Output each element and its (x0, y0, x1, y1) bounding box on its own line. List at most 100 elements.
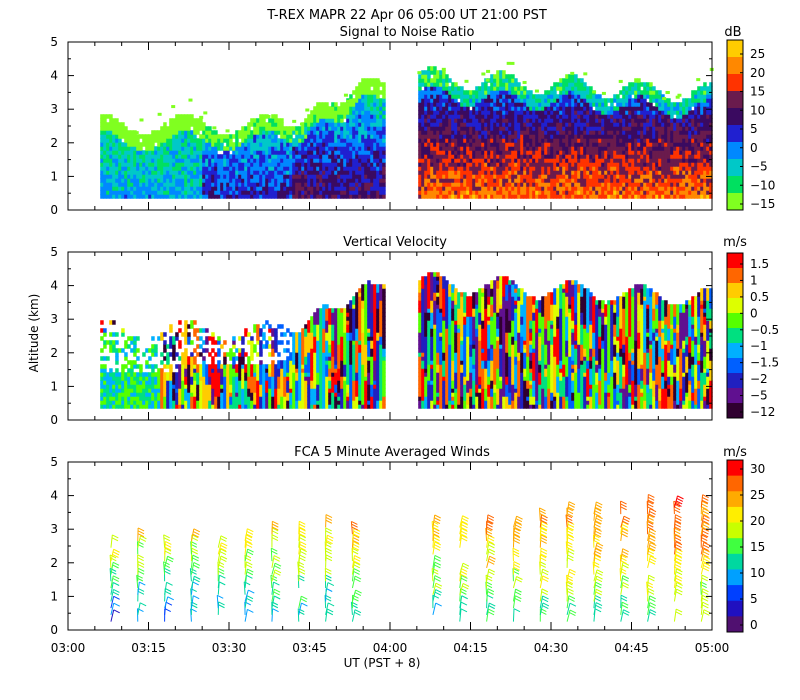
heatmap-cell (169, 122, 173, 127)
heatmap-cell (514, 178, 518, 183)
heatmap-cell (355, 134, 359, 139)
colorbar-swatch (727, 176, 743, 194)
heatmap-cell (679, 102, 683, 107)
heatmap-cell (454, 150, 458, 155)
heatmap-cell (340, 118, 344, 123)
heatmap-cell (643, 150, 647, 155)
heatmap-cell (193, 122, 197, 127)
heatmap-cell (331, 190, 335, 195)
heatmap-cell (517, 142, 521, 147)
heatmap-cell (511, 138, 515, 143)
heatmap-cell (271, 130, 275, 135)
heatmap-cell (649, 190, 653, 195)
heatmap-cell (481, 150, 485, 155)
heatmap-cell (502, 114, 506, 119)
heatmap-cell (238, 142, 242, 147)
heatmap-cell (364, 126, 368, 131)
heatmap-cell (334, 178, 338, 183)
heatmap-cell (541, 190, 545, 195)
heatmap-cell (643, 94, 647, 99)
heatmap-cell (679, 154, 683, 159)
heatmap-cell (499, 166, 503, 171)
heatmap-cell (574, 106, 578, 111)
heatmap-cell (553, 130, 557, 135)
heatmap-cell (334, 122, 338, 127)
heatmap-cell (550, 190, 554, 195)
heatmap-cell (526, 130, 530, 135)
heatmap-cell (109, 142, 113, 147)
heatmap-cell (550, 186, 554, 191)
heatmap-cell (121, 142, 125, 147)
heatmap-cell (550, 194, 554, 199)
heatmap-cell (235, 134, 239, 139)
heatmap-cell (136, 138, 140, 143)
heatmap-cell (460, 118, 464, 123)
heatmap-cell (538, 134, 542, 139)
heatmap-speckle (618, 79, 623, 83)
heatmap-cell (577, 102, 581, 107)
heatmap-cell (706, 110, 710, 115)
heatmap-cell (271, 186, 275, 191)
heatmap-cell (625, 186, 629, 191)
heatmap-cell (139, 134, 143, 139)
heatmap-cell (706, 134, 710, 139)
heatmap-cell (127, 178, 131, 183)
heatmap-cell (202, 170, 206, 175)
heatmap-cell (184, 170, 188, 175)
heatmap-cell (697, 146, 701, 151)
heatmap-cell (193, 178, 197, 183)
heatmap-cell (625, 166, 629, 171)
heatmap-cell (307, 162, 311, 167)
heatmap-cell (178, 146, 182, 151)
heatmap-cell (223, 138, 227, 143)
heatmap-cell (547, 194, 551, 199)
heatmap-cell (601, 98, 605, 103)
y-tick-label: 1 (50, 169, 58, 183)
heatmap-cell (430, 158, 434, 163)
heatmap-cell (382, 186, 386, 191)
heatmap-cell (568, 194, 572, 199)
heatmap-cell (655, 118, 659, 123)
heatmap-cell (439, 106, 443, 111)
heatmap-cell (697, 138, 701, 143)
heatmap-cell (703, 186, 707, 191)
heatmap-cell (529, 162, 533, 167)
heatmap-cell (370, 90, 374, 95)
heatmap-cell (481, 178, 485, 183)
heatmap-cell (574, 134, 578, 139)
heatmap-cell (382, 114, 386, 119)
heatmap-cell (295, 158, 299, 163)
heatmap-cell (442, 70, 446, 75)
heatmap-cell (313, 114, 317, 119)
heatmap-cell (301, 130, 305, 135)
heatmap-cell (691, 174, 695, 179)
heatmap-cell (478, 126, 482, 131)
heatmap-cell (295, 186, 299, 191)
heatmap-cell (577, 98, 581, 103)
heatmap-cell (247, 182, 251, 187)
heatmap-cell (340, 138, 344, 143)
heatmap-cell (589, 158, 593, 163)
heatmap-cell (316, 102, 320, 107)
heatmap-cell (451, 174, 455, 179)
heatmap-cell (115, 360, 119, 365)
heatmap-cell (622, 114, 626, 119)
heatmap-cell (631, 154, 635, 159)
heatmap-cell (376, 86, 380, 91)
heatmap-cell (463, 126, 467, 131)
heatmap-cell (160, 186, 164, 191)
heatmap-cell (484, 94, 488, 99)
heatmap-cell (586, 106, 590, 111)
heatmap-cell (271, 162, 275, 167)
heatmap-cell (643, 122, 647, 127)
heatmap-cell (550, 94, 554, 99)
heatmap-cell (691, 178, 695, 183)
heatmap-cell (469, 146, 473, 151)
heatmap-cell (559, 114, 563, 119)
heatmap-cell (424, 126, 428, 131)
heatmap-cell (214, 134, 218, 139)
heatmap-cell (154, 190, 158, 195)
heatmap-cell (694, 134, 698, 139)
heatmap-cell (328, 150, 332, 155)
heatmap-cell (283, 170, 287, 175)
